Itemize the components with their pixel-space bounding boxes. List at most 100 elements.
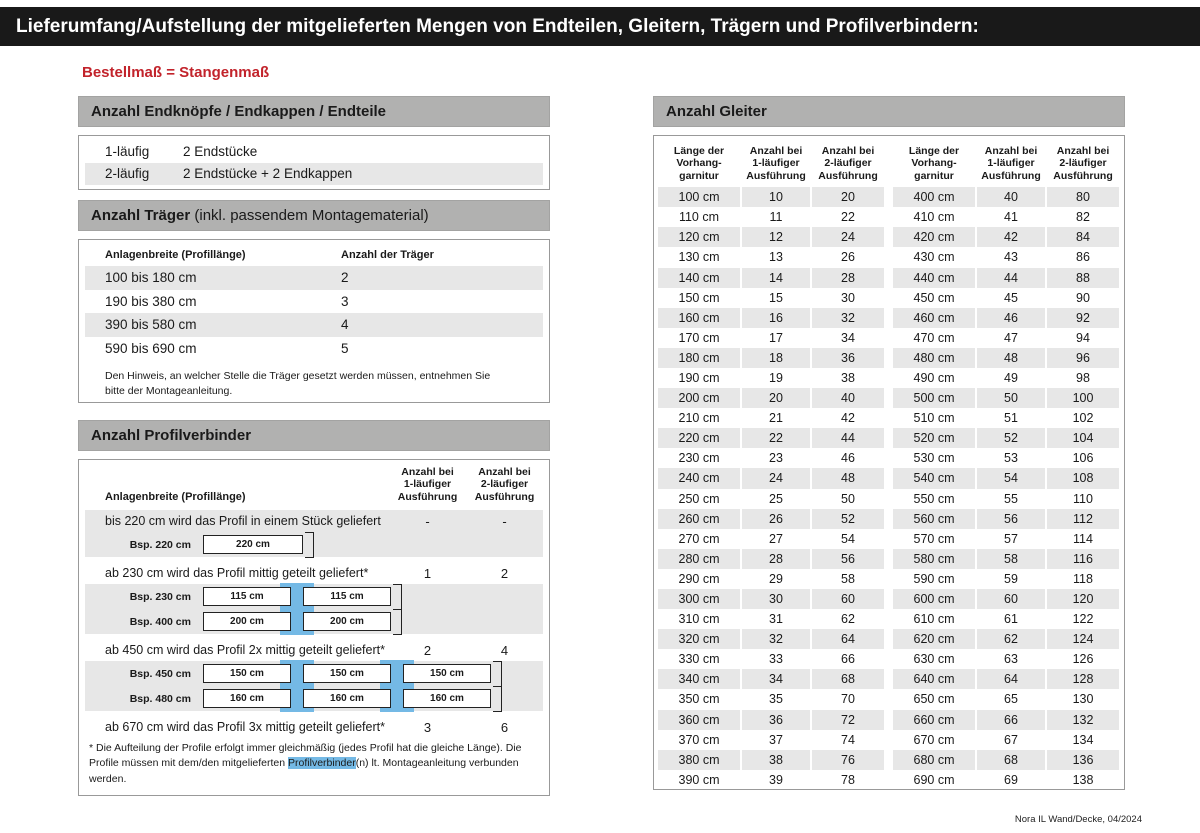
- table-row: 690 cm 69 138: [893, 770, 1119, 790]
- table-cell: 440 cm: [893, 267, 975, 288]
- endteile-table: 1-läufig 2 Endstücke 2-läufig 2 Endstücke +…: [78, 135, 550, 190]
- profile-diagram: 150 cm 150 cm 150 cm: [203, 660, 502, 688]
- table-cell: 68: [812, 669, 884, 690]
- pv-section-text: ab 230 cm wird das Profil mittig geteilt…: [105, 566, 369, 581]
- endteile-rows: 1-läufig 2 Endstücke 2-läufig 2 Endstücke +…: [85, 141, 543, 185]
- pv-value-2l: 6: [500, 719, 509, 735]
- table-cell: 460 cm: [893, 307, 975, 328]
- pv-example-row: Bsp. 230 cm 115 cm 115 cm: [85, 583, 543, 611]
- profile-segment: 150 cm: [303, 664, 391, 684]
- table-row: 450 cm 45 90: [893, 288, 1119, 308]
- table-cell: 490 cm: [913, 370, 955, 385]
- table-cell: 470 cm: [913, 330, 955, 345]
- table-row: 270 cm 27 54: [658, 529, 884, 549]
- table-cell: 30: [841, 290, 855, 305]
- pv-section-text-row: ab 450 cm wird das Profil 2x mittig gete…: [85, 639, 543, 661]
- table-cell: 180 cm: [658, 347, 740, 368]
- table-cell: 124: [1047, 629, 1119, 650]
- table-row: 140 cm 14 28: [658, 267, 884, 288]
- table-cell: 240 cm: [658, 468, 740, 489]
- table-cell: 58: [841, 571, 855, 586]
- table-cell: 47: [1004, 330, 1018, 345]
- table-cell: 70: [841, 692, 855, 707]
- table-cell: 2 Endstücke + 2 Endkappen: [183, 166, 353, 181]
- table-cell: 76: [812, 749, 884, 770]
- table-row: 280 cm 28 56: [658, 548, 884, 569]
- table-row: 340 cm 34 68: [658, 669, 884, 690]
- table-cell: 410 cm: [913, 210, 955, 225]
- table-cell: 390 bis 580 cm: [105, 317, 197, 332]
- table-cell: 64: [977, 669, 1045, 690]
- gleiter-heading: Anzahl Gleiter: [653, 96, 1125, 127]
- table-cell: 100 cm: [658, 187, 740, 208]
- table-row: 500 cm 50 100: [893, 388, 1119, 409]
- pv-example-label: Bsp. 450 cm: [129, 667, 191, 680]
- table-cell: 16: [742, 307, 810, 328]
- page-title-bar: Lieferumfang/Aufstellung der mitgeliefer…: [0, 7, 1200, 46]
- table-cell: 36: [742, 709, 810, 730]
- table-cell: 330 cm: [678, 652, 720, 667]
- table-cell: 12: [742, 227, 810, 248]
- table-cell: 33: [769, 652, 783, 667]
- table-row: 390 bis 580 cm 4: [85, 313, 543, 337]
- table-cell: 98: [1076, 370, 1090, 385]
- table-cell: 34: [841, 330, 855, 345]
- table-row: 590 cm 59 118: [893, 569, 1119, 589]
- document-footer: Nora IL Wand/Decke, 04/2024: [1014, 814, 1142, 825]
- table-cell: 44: [977, 267, 1045, 288]
- table-row: 440 cm 44 88: [893, 267, 1119, 288]
- table-cell: 260 cm: [658, 508, 740, 529]
- table-row: 550 cm 55 110: [893, 489, 1119, 509]
- table-cell: 300 cm: [658, 589, 740, 610]
- table-cell: 134: [1072, 732, 1094, 747]
- pv-section-ab-230: ab 230 cm wird das Profil mittig geteilt…: [85, 562, 543, 636]
- traeger-note: Den Hinweis, an welcher Stelle die Träge…: [105, 370, 491, 397]
- pv-col-anlagenbreite: Anlagenbreite (Profillänge): [105, 491, 246, 504]
- table-cell: 48: [812, 468, 884, 489]
- profilverbinder-table-header: Anlagenbreite (Profillänge) Anzahl bei 1…: [85, 466, 543, 510]
- table-cell: 136: [1047, 749, 1119, 770]
- table-row: 220 cm 22 44: [658, 428, 884, 449]
- table-cell: 41: [1004, 210, 1018, 225]
- pv-example-label: Bsp. 400 cm: [129, 615, 191, 628]
- gleiter-table-left: Länge der Vorhang- garnitur Anzahl bei 1…: [658, 140, 884, 787]
- table-cell: 160 cm: [658, 307, 740, 328]
- pv-section-text-row: bis 220 cm wird das Profil in einem Stüc…: [85, 510, 543, 532]
- table-row: 570 cm 57 114: [893, 529, 1119, 549]
- profile-diagram: 115 cm 115 cm: [203, 583, 402, 611]
- gleiter-col-laenge: Länge der Vorhang- garnitur: [673, 145, 725, 182]
- traeger-col-anzahl: Anzahl der Träger: [341, 249, 434, 261]
- table-cell: 400 cm: [893, 187, 975, 208]
- table-cell: 122: [1072, 612, 1094, 627]
- table-cell: 29: [769, 571, 783, 586]
- table-cell: 510 cm: [913, 411, 955, 426]
- gleiter-col-1laeufig: Anzahl bei 1-läufiger Ausführung: [981, 145, 1041, 182]
- pv-section-text-row: ab 230 cm wird das Profil mittig geteilt…: [85, 562, 543, 584]
- table-cell: 132: [1047, 709, 1119, 730]
- profile-diagram: 200 cm 200 cm: [203, 608, 402, 636]
- table-cell: 50: [977, 388, 1045, 409]
- table-cell: 48: [977, 347, 1045, 368]
- table-row: 590 bis 690 cm 5: [85, 337, 543, 361]
- table-cell: 44: [812, 428, 884, 449]
- table-cell: 30: [742, 589, 810, 610]
- table-cell: 2: [341, 270, 349, 285]
- table-cell: 68: [977, 749, 1045, 770]
- table-row: 2-läufig 2 Endstücke + 2 Endkappen: [85, 163, 543, 185]
- profile-diagram: 220 cm: [203, 531, 314, 558]
- table-cell: 66: [977, 709, 1045, 730]
- gleiter-col-2laeufig: Anzahl bei 2-läufiger Ausführung: [818, 145, 878, 182]
- table-cell: 250 cm: [678, 491, 720, 506]
- table-cell: 670 cm: [913, 732, 955, 747]
- table-cell: 52: [977, 428, 1045, 449]
- endcap-icon: [493, 685, 502, 712]
- table-cell: 61: [1004, 612, 1018, 627]
- table-row: 660 cm 66 132: [893, 709, 1119, 730]
- table-cell: 24: [812, 227, 884, 248]
- table-cell: 50: [841, 491, 855, 506]
- table-row: 320 cm 32 64: [658, 629, 884, 650]
- table-row: 180 cm 18 36: [658, 347, 884, 368]
- table-row: 1-läufig 2 Endstücke: [85, 141, 543, 163]
- table-cell: 80: [1047, 187, 1119, 208]
- table-cell: 1-läufig: [105, 144, 150, 159]
